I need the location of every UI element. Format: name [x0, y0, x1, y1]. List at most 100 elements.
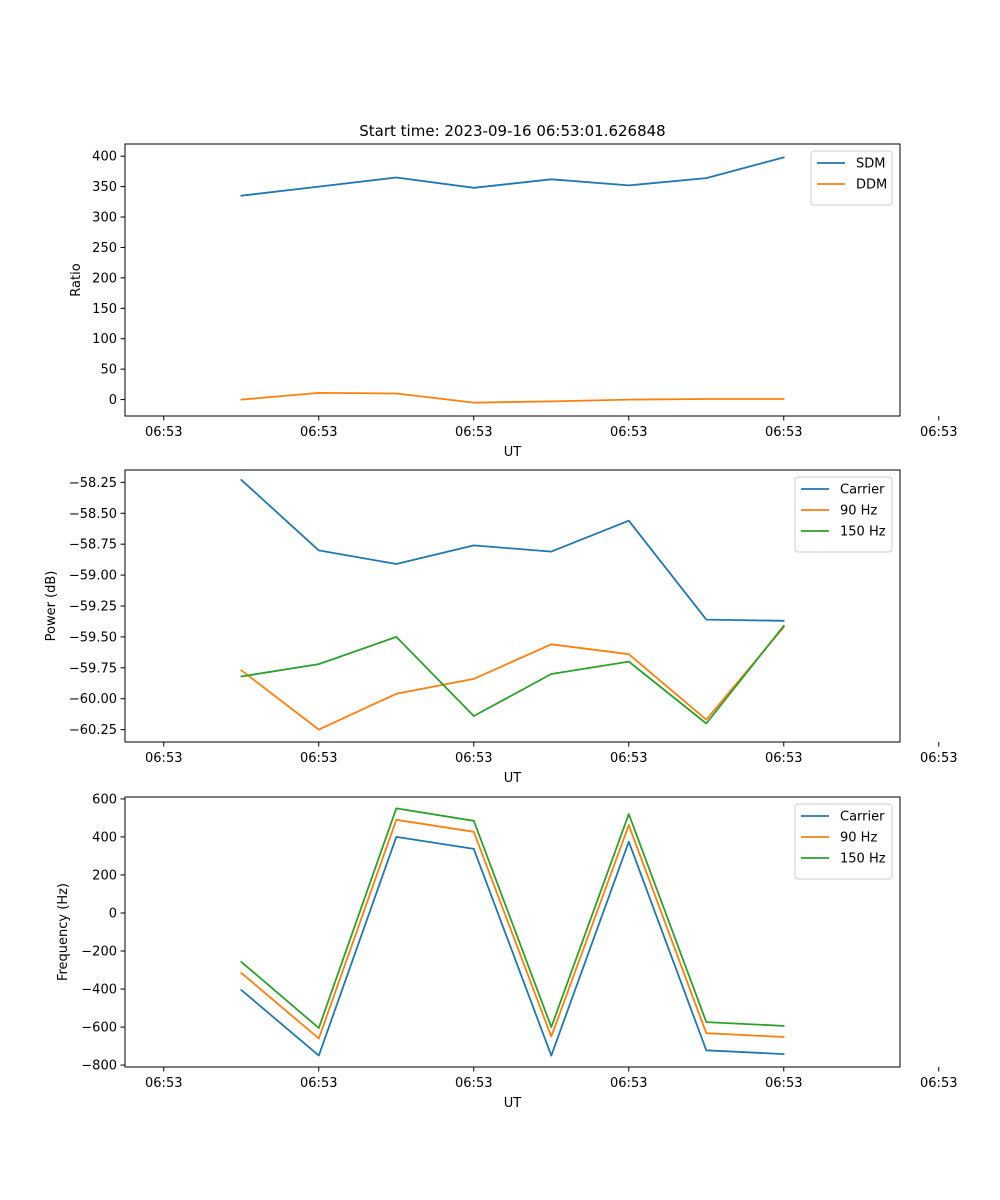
y-tick-label: 150 — [92, 302, 117, 317]
data-point — [704, 1031, 708, 1035]
x-tick-label: 06:53 — [455, 751, 492, 766]
legend-frame — [810, 150, 893, 206]
series-line-sdm — [240, 156, 785, 197]
series-line-ddm — [240, 391, 785, 404]
data-point — [239, 971, 243, 975]
data-point — [394, 562, 398, 566]
data-point — [472, 186, 476, 190]
x-tick-label: 06:53 — [300, 1076, 337, 1091]
legend-frame — [794, 476, 893, 553]
x-axis-label: UT — [504, 1096, 522, 1111]
data-point — [317, 1054, 321, 1058]
y-tick-label: −400 — [81, 983, 117, 998]
y-axis-label: Ratio — [69, 263, 84, 296]
data-point — [394, 635, 398, 639]
y-tick-label: 350 — [92, 180, 117, 195]
x-tick-label: 06:53 — [145, 425, 182, 440]
data-point — [782, 1052, 786, 1056]
data-point — [782, 155, 786, 159]
data-point — [239, 960, 243, 964]
y-tick-label: 0 — [109, 393, 117, 408]
data-point — [549, 399, 553, 403]
data-point — [627, 812, 631, 816]
series-line-150-hz — [240, 807, 785, 1029]
legend-label: 150 Hz — [840, 852, 886, 867]
data-point — [704, 1048, 708, 1052]
series-line-90-hz — [240, 626, 785, 731]
legend-label: Carrier — [840, 810, 885, 825]
x-tick-label: 06:53 — [610, 1076, 647, 1091]
data-point — [549, 642, 553, 646]
legend: SDM DDM — [810, 150, 893, 206]
plot-area-frame — [124, 469, 901, 743]
y-tick-label: −58.50 — [69, 507, 117, 522]
data-point — [549, 672, 553, 676]
data-point — [317, 662, 321, 666]
data-point — [704, 397, 708, 401]
plot-area-frame — [124, 143, 901, 417]
x-tick-label: 06:53 — [920, 1076, 957, 1091]
y-tick-label: 0 — [109, 906, 117, 921]
data-point — [472, 714, 476, 718]
data-point — [782, 397, 786, 401]
legend: Carrier 90 Hz 150 Hz — [794, 803, 893, 880]
data-point — [239, 398, 243, 402]
y-tick-label: −800 — [81, 1059, 117, 1074]
legend: Carrier 90 Hz 150 Hz — [794, 476, 893, 553]
series-line-90-hz — [240, 818, 785, 1040]
data-point — [627, 519, 631, 523]
x-tick-label: 06:53 — [300, 425, 337, 440]
data-point — [472, 830, 476, 834]
data-point — [317, 391, 321, 395]
x-tick-label: 06:53 — [300, 751, 337, 766]
legend-label: SDM — [856, 157, 885, 172]
x-tick-label: 06:53 — [610, 425, 647, 440]
y-tick-label: −58.75 — [69, 538, 117, 553]
y-tick-label: −60.00 — [69, 692, 117, 707]
x-tick-label: 06:53 — [920, 751, 957, 766]
y-tick-label: 100 — [92, 332, 117, 347]
data-point — [472, 677, 476, 681]
series-line-150-hz — [240, 624, 785, 725]
data-point — [394, 818, 398, 822]
x-tick-label: 06:53 — [145, 751, 182, 766]
legend-label: 150 Hz — [840, 525, 886, 540]
data-point — [317, 1026, 321, 1030]
y-tick-label: 400 — [92, 150, 117, 165]
data-point — [627, 660, 631, 664]
x-tick-label: 06:53 — [920, 425, 957, 440]
legend-label: 90 Hz — [840, 504, 877, 519]
data-point — [549, 177, 553, 181]
data-point — [704, 1020, 708, 1024]
x-axis-label: UT — [504, 771, 522, 786]
data-point — [782, 1035, 786, 1039]
data-point — [472, 401, 476, 405]
data-point — [472, 543, 476, 547]
y-tick-label: −59.00 — [69, 569, 117, 584]
data-point — [239, 668, 243, 672]
y-tick-label: −200 — [81, 945, 117, 960]
data-point — [394, 806, 398, 810]
y-tick-label: −60.25 — [69, 723, 117, 738]
data-point — [627, 183, 631, 187]
x-tick-label: 06:53 — [765, 751, 802, 766]
x-tick-label: 06:53 — [765, 425, 802, 440]
y-tick-label: −59.25 — [69, 600, 117, 615]
y-tick-label: 200 — [92, 271, 117, 286]
data-point — [549, 1054, 553, 1058]
y-tick-label: 200 — [92, 868, 117, 883]
legend-label: Carrier — [840, 483, 885, 498]
y-tick-label: −59.75 — [69, 661, 117, 676]
x-tick-label: 06:53 — [765, 1076, 802, 1091]
data-point — [317, 185, 321, 189]
x-tick-label: 06:53 — [455, 425, 492, 440]
legend-label: DDM — [856, 178, 887, 193]
data-point — [782, 619, 786, 623]
y-tick-label: −59.50 — [69, 630, 117, 645]
data-point — [239, 674, 243, 678]
y-tick-label: 400 — [92, 830, 117, 845]
x-tick-label: 06:53 — [610, 751, 647, 766]
chart-panel-2: 06:53 06:53 06:53 06:53 06:53 06:53 UT −60.25 −6… — [44, 469, 957, 786]
data-point — [549, 1035, 553, 1039]
